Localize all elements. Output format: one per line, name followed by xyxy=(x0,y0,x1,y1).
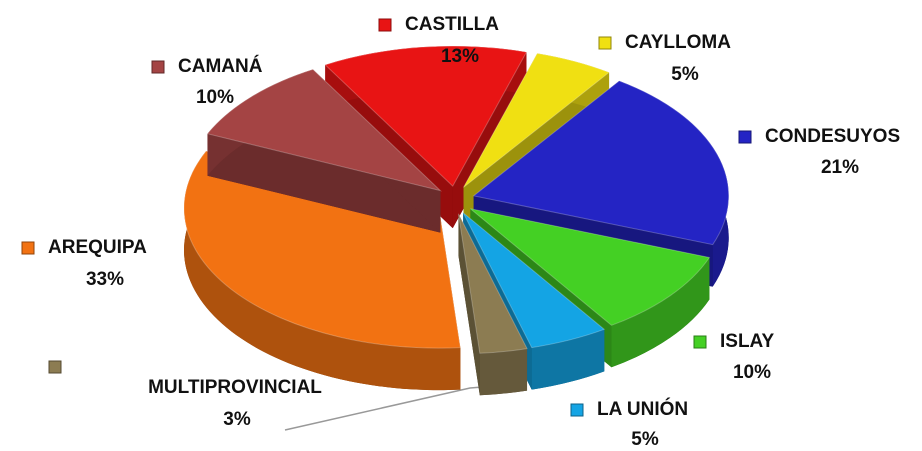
legend-marker xyxy=(693,335,707,349)
slice-top xyxy=(206,68,443,192)
legend-marker xyxy=(598,36,612,50)
slice-wall xyxy=(531,329,605,390)
slice-top xyxy=(470,208,711,326)
slice-top xyxy=(463,52,611,188)
legend-marker xyxy=(21,241,35,255)
slice-side xyxy=(458,213,480,396)
slice-top xyxy=(462,212,606,349)
slice-top xyxy=(457,213,528,354)
value-label: 13% xyxy=(441,46,479,67)
value-label: 10% xyxy=(733,362,771,383)
slice-label: ISLAY xyxy=(720,331,775,352)
legend-marker xyxy=(48,360,62,374)
slice-label: MULTIPROVINCIAL xyxy=(148,377,322,398)
slice-wall xyxy=(611,257,710,368)
slice-label: CASTILLA xyxy=(405,14,499,35)
slice-top xyxy=(324,45,528,187)
legend-marker xyxy=(738,130,752,144)
slice-side xyxy=(207,133,441,233)
legend-marker xyxy=(570,403,584,417)
slice xyxy=(206,68,443,233)
slice-wall xyxy=(184,151,461,391)
value-label: 3% xyxy=(223,409,251,430)
slice-wall xyxy=(479,348,528,396)
slice-label: LA UNIÓN xyxy=(597,398,688,420)
legend-marker xyxy=(378,18,392,32)
value-label: 5% xyxy=(631,429,659,450)
value-label: 33% xyxy=(86,269,124,290)
value-label: 10% xyxy=(196,87,234,108)
slice xyxy=(457,213,528,396)
slice-label: CAMANÁ xyxy=(178,55,263,77)
value-label: 5% xyxy=(671,64,699,85)
slice-top xyxy=(472,80,730,246)
value-label: 21% xyxy=(821,157,859,178)
legend-marker xyxy=(151,60,165,74)
slice-label: CONDESUYOS xyxy=(765,126,900,147)
slice-label: AREQUIPA xyxy=(48,237,147,258)
slice-label: CAYLLOMA xyxy=(625,32,731,53)
